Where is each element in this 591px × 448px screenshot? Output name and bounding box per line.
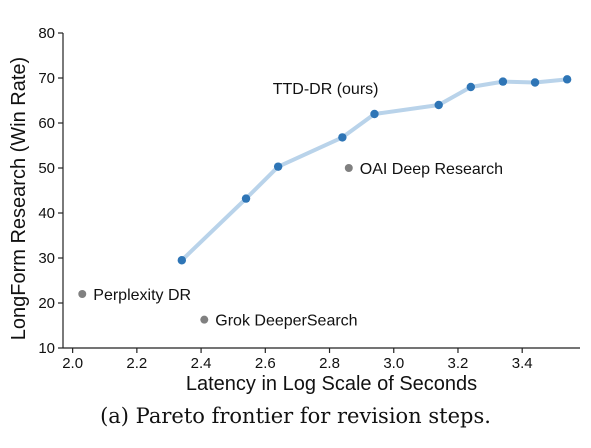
baseline-label: Grok DeeperSearch xyxy=(215,313,357,330)
x-tick-label: 3.0 xyxy=(383,355,404,372)
baseline-point xyxy=(200,315,209,324)
baseline-label: Perplexity DR xyxy=(93,287,191,304)
y-tick-label: 70 xyxy=(38,70,55,87)
y-tick-label: 20 xyxy=(38,295,55,312)
data-point xyxy=(338,133,347,142)
y-tick-label: 80 xyxy=(38,25,55,42)
series-label: TTD-DR (ours) xyxy=(273,81,379,98)
series-line xyxy=(179,77,570,263)
data-point xyxy=(370,109,379,119)
baseline-label: OAI Deep Research xyxy=(360,161,503,178)
figure-caption: (a) Pareto frontier for revision steps. xyxy=(100,404,491,428)
data-point xyxy=(241,194,251,203)
data-point xyxy=(273,162,283,171)
data-point xyxy=(530,78,540,87)
x-axis-title: Latency in Log Scale of Seconds xyxy=(186,373,477,395)
y-tick-label: 30 xyxy=(38,250,55,267)
baseline-point xyxy=(344,164,353,172)
x-tick-label: 3.4 xyxy=(512,355,533,372)
x-tick-label: 2.2 xyxy=(126,355,147,372)
data-point xyxy=(434,100,443,110)
x-tick-label: 2.6 xyxy=(255,355,276,372)
data-point xyxy=(466,82,476,92)
data-point xyxy=(562,75,572,84)
y-tick-label: 60 xyxy=(38,115,55,132)
x-tick-label: 3.2 xyxy=(448,355,469,372)
data-point xyxy=(498,77,508,86)
y-tick-label: 40 xyxy=(38,205,55,222)
x-tick-label: 2.4 xyxy=(191,355,212,372)
baseline-point xyxy=(78,290,87,298)
y-axis-title: LongForm Research (Win Rate) xyxy=(8,57,30,340)
axes: 10 20 30 40 50 60 70 80 2.0 2.2 2.4 2.6 2.8 3.0 3.2 3.4… xyxy=(8,25,580,395)
y-tick-label: 10 xyxy=(38,340,55,357)
y-tick-label: 50 xyxy=(38,160,55,177)
x-tick-label: 2.8 xyxy=(319,355,340,372)
x-tick-label: 2.0 xyxy=(62,355,83,372)
data-point xyxy=(177,256,187,265)
plot-area: TTD-DR (ours) OAI Deep Research Perplexity… xyxy=(78,75,572,330)
